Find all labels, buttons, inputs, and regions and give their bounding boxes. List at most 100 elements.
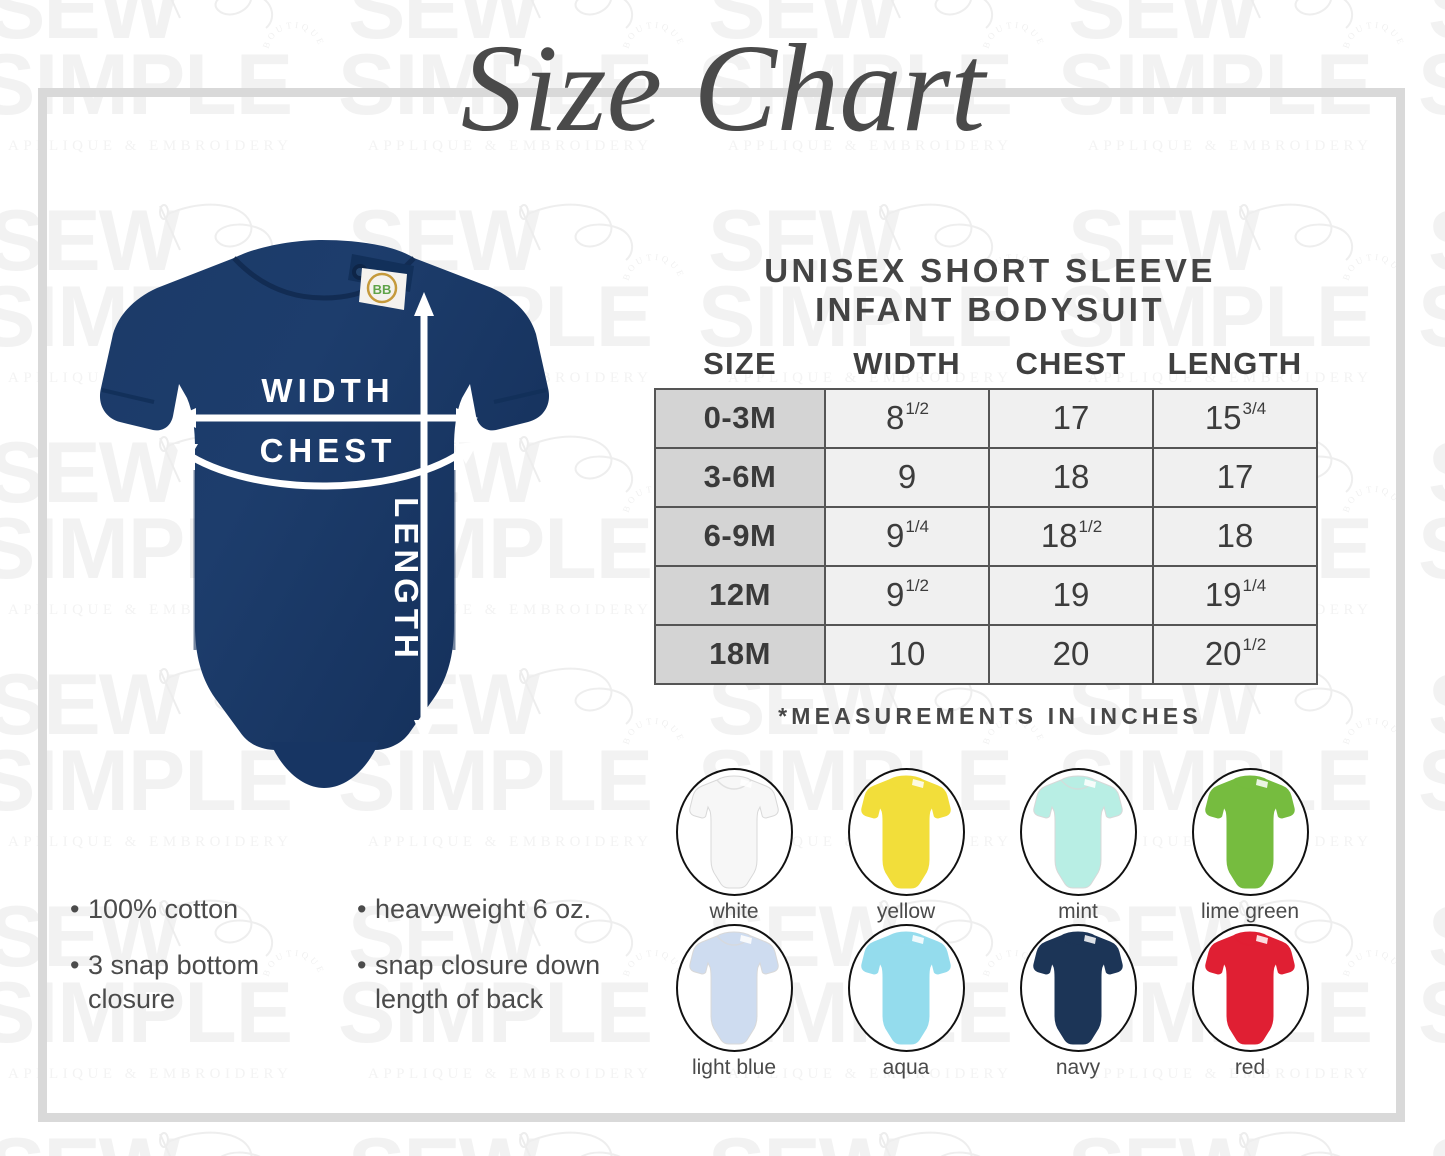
feature-column-1: • 100% cotton • 3 snap bottom closure [70,893,335,1038]
swatch-label: red [1234,1056,1266,1079]
swatch-label: lime green [1200,900,1300,923]
width-measure-arrow [174,408,478,428]
swatch-bodysuit-icon [1205,775,1295,889]
cell-chest: 20 [988,623,1154,685]
color-swatch[interactable]: yellow [820,768,992,924]
page-title-script: Size Chart [460,20,988,158]
size-table: SIZE WIDTH CHEST LENGTH 0-3M 81/2 17 153/4 3… [654,346,1318,685]
svg-text:BOUTIQUE: BOUTIQUE [1341,716,1407,746]
swatch-bodysuit-icon [1205,931,1295,1045]
size-chart-panel: UNISEX SHORT SLEEVE INFANT BODYSUIT SIZE… [645,252,1335,730]
watermark-simple: SIMPLE [1418,274,1445,360]
bodysuit-illustration: BB WIDTH CHEST LENGTH [62,230,574,860]
watermark-sew: SEW [1428,198,1445,284]
watermark-boutique-badge: BOUTIQUE [1341,948,1407,978]
column-header-chest: CHEST [1015,345,1127,381]
swatch-circle[interactable] [847,768,965,896]
needle-thread-icon [1239,1131,1341,1156]
chest-label: CHEST [260,432,397,469]
watermark-simple: SIMPLE [1418,970,1445,1056]
table-row: 3-6M 9 18 17 [654,446,1318,508]
cell-size: 0-3M [654,387,826,449]
watermark-simple: SIMPLE [1418,738,1445,824]
watermark-sew: SEW [1428,430,1445,516]
needle-thread-icon [519,1131,621,1156]
watermark-simple: SIMPLE [1418,506,1445,592]
watermark-sew: SEW [348,1126,540,1156]
watermark-subtitle: APPLIQUE & EMBROIDERY [8,1066,293,1082]
color-swatch[interactable]: red [1164,924,1336,1080]
swatch-circle[interactable] [675,924,793,1052]
swatch-circle[interactable] [1019,924,1137,1052]
cell-size: 6-9M [654,505,826,567]
feature-text: 100% cotton [88,894,239,924]
swatch-label: navy [1055,1056,1101,1079]
feature-item: • heavyweight 6 oz. [357,893,622,927]
watermark-sew: SEW [708,1126,900,1156]
svg-text:BOUTIQUE: BOUTIQUE [1341,252,1407,282]
color-swatch[interactable]: light blue [648,924,820,1080]
cell-length: 18 [1152,505,1318,567]
product-heading: UNISEX SHORT SLEEVE INFANT BODYSUIT [645,252,1335,330]
feature-list: • 100% cotton • 3 snap bottom closure • heav… [70,893,630,1038]
feature-column-2: • heavyweight 6 oz. • snap closure down len… [357,893,622,1038]
watermark-subtitle: APPLIQUE & EMBROIDERY [368,1066,653,1082]
watermark-sew: SEW [1428,662,1445,748]
feature-text: heavyweight 6 oz. [375,894,592,924]
cell-size: 18M [654,623,826,685]
swatch-label: light blue [691,1056,777,1079]
color-swatch[interactable]: mint [992,768,1164,924]
swatch-circle[interactable] [847,924,965,1052]
cell-length: 191/4 [1152,564,1318,626]
swatch-bodysuit-icon [1033,931,1123,1045]
watermark-boutique-badge: BOUTIQUE [1341,252,1407,282]
measurement-note: *MEASUREMENTS IN INCHES [778,702,1202,729]
cell-size: 3-6M [654,446,826,508]
table-row: 6-9M 91/4 181/2 18 [654,505,1318,567]
page-title: Size Chart [0,18,1445,178]
page-title-text: Size Chart [460,20,988,158]
color-swatch[interactable]: lime green [1164,768,1336,924]
swatch-circle[interactable] [675,768,793,896]
table-row: 12M 91/2 19 191/4 [654,564,1318,626]
color-swatch[interactable]: navy [992,924,1164,1080]
cell-size: 12M [654,564,826,626]
swatch-circle[interactable] [1019,768,1137,896]
color-swatch[interactable]: white [648,768,820,924]
cell-length: 153/4 [1152,387,1318,449]
color-swatch[interactable]: aqua [820,924,992,1080]
size-table-body: 0-3M 81/2 17 153/4 3-6M 9 18 17 6-9M 91/4 181/2 18 1… [654,387,1318,685]
feature-item: • snap closure down length of back [357,949,622,1017]
bodysuit-shape: BB [99,240,550,788]
watermark-sew: SEW [0,1126,180,1156]
swatch-circle[interactable] [1191,768,1309,896]
bullet-icon: • [70,949,80,980]
feature-text: 3 snap bottom closure [88,949,260,1014]
width-label: WIDTH [261,372,394,409]
needle-thread-icon [879,1131,981,1156]
swatch-circle[interactable] [1191,924,1309,1052]
column-header-width: WIDTH [853,345,961,381]
svg-text:BOUTIQUE: BOUTIQUE [1341,484,1407,514]
bullet-icon: • [357,894,367,924]
swatch-bodysuit-icon [1033,775,1123,889]
svg-text:BOUTIQUE: BOUTIQUE [1341,948,1407,978]
cell-length: 17 [1152,446,1318,508]
cell-chest: 181/2 [988,505,1154,567]
cell-chest: 18 [988,446,1154,508]
length-measure-arrow [414,292,434,744]
swatch-bodysuit-icon [861,931,951,1045]
bullet-icon: • [357,949,367,980]
watermark-sew: SEW [1428,894,1445,980]
table-header-row: SIZE WIDTH CHEST LENGTH [655,346,1317,389]
cell-width: 10 [824,623,990,685]
cell-width: 91/4 [824,505,990,567]
table-row: 18M 10 20 201/2 [654,623,1318,685]
cell-length: 201/2 [1152,623,1318,685]
watermark-boutique-badge: BOUTIQUE [1341,716,1407,746]
